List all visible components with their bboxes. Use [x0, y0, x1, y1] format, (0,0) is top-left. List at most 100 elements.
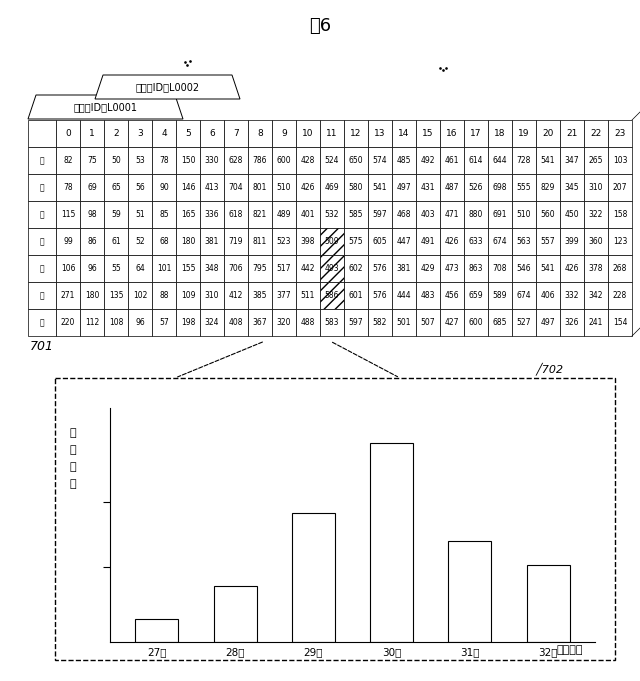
Text: 10: 10: [302, 129, 314, 138]
Bar: [176, 201, 200, 228]
Bar: [28, 120, 56, 147]
Text: 485: 485: [397, 156, 412, 165]
Bar: [584, 309, 608, 336]
Bar: [368, 174, 392, 201]
Text: 605: 605: [372, 237, 387, 246]
Text: 78: 78: [63, 183, 73, 192]
Text: 507: 507: [420, 318, 435, 327]
Bar: [104, 174, 128, 201]
Text: 115: 115: [61, 210, 75, 219]
Text: 728: 728: [517, 156, 531, 165]
Bar: [152, 282, 176, 309]
Text: 557: 557: [541, 237, 556, 246]
Bar: [512, 147, 536, 174]
Text: 546: 546: [516, 264, 531, 273]
Bar: [488, 282, 512, 309]
Text: 330: 330: [205, 156, 220, 165]
Bar: [152, 147, 176, 174]
Bar: [320, 120, 344, 147]
Text: 719: 719: [228, 237, 243, 246]
Bar: [320, 201, 344, 228]
Text: 585: 585: [349, 210, 364, 219]
Bar: [368, 120, 392, 147]
Text: 90: 90: [159, 183, 169, 192]
Bar: [80, 309, 104, 336]
Text: 580: 580: [349, 183, 364, 192]
Bar: [272, 201, 296, 228]
Bar: [440, 282, 464, 309]
Text: 381: 381: [397, 264, 411, 273]
Bar: [248, 255, 272, 282]
Text: 59: 59: [111, 210, 121, 219]
Bar: [152, 228, 176, 255]
Text: 488: 488: [301, 318, 315, 327]
Text: リンクID＝L0001: リンクID＝L0001: [74, 102, 138, 112]
Text: 659: 659: [468, 291, 483, 300]
Text: 576: 576: [372, 264, 387, 273]
Bar: [128, 120, 152, 147]
Text: 土: 土: [40, 291, 44, 300]
Text: 96: 96: [135, 318, 145, 327]
Text: 880: 880: [469, 210, 483, 219]
Text: 483: 483: [420, 291, 435, 300]
Bar: [416, 228, 440, 255]
Bar: [128, 255, 152, 282]
Text: 633: 633: [468, 237, 483, 246]
Text: 旅行時間: 旅行時間: [557, 645, 583, 655]
Text: 408: 408: [228, 318, 243, 327]
Bar: [128, 147, 152, 174]
Text: 日: 日: [40, 318, 44, 327]
Text: 108: 108: [109, 318, 123, 327]
Text: 図6: 図6: [309, 17, 331, 35]
Bar: [152, 201, 176, 228]
Text: 322: 322: [589, 210, 603, 219]
Bar: [200, 282, 224, 309]
Bar: [344, 201, 368, 228]
Bar: [320, 255, 344, 282]
Bar: [368, 309, 392, 336]
Bar: [152, 309, 176, 336]
Text: 65: 65: [111, 183, 121, 192]
Bar: [28, 309, 56, 336]
Text: 589: 589: [493, 291, 508, 300]
Bar: [440, 120, 464, 147]
Text: 491: 491: [420, 237, 435, 246]
Text: 576: 576: [372, 291, 387, 300]
Bar: [104, 228, 128, 255]
Bar: [368, 201, 392, 228]
Text: 360: 360: [589, 237, 604, 246]
Text: 447: 447: [397, 237, 412, 246]
Text: タ: タ: [70, 462, 76, 472]
Bar: [104, 201, 128, 228]
Bar: [128, 228, 152, 255]
Bar: [272, 255, 296, 282]
Bar: [248, 309, 272, 336]
Bar: [488, 201, 512, 228]
Bar: [320, 147, 344, 174]
Text: 326: 326: [564, 318, 579, 327]
Bar: [560, 120, 584, 147]
Text: 426: 426: [301, 183, 316, 192]
Bar: [56, 120, 80, 147]
Bar: [224, 228, 248, 255]
Text: 数: 数: [70, 479, 76, 489]
Text: 493: 493: [324, 264, 339, 273]
Text: 582: 582: [373, 318, 387, 327]
Bar: [392, 309, 416, 336]
Text: 517: 517: [276, 264, 291, 273]
Text: 426: 426: [445, 237, 460, 246]
Bar: [28, 282, 56, 309]
Text: 123: 123: [613, 237, 627, 246]
Text: 271: 271: [61, 291, 75, 300]
Bar: [464, 282, 488, 309]
Text: 541: 541: [541, 264, 556, 273]
Text: 628: 628: [229, 156, 243, 165]
Text: 601: 601: [349, 291, 364, 300]
Bar: [152, 174, 176, 201]
Bar: [584, 282, 608, 309]
Text: 399: 399: [564, 237, 579, 246]
Bar: [56, 201, 80, 228]
Bar: [536, 174, 560, 201]
Bar: [224, 201, 248, 228]
Bar: [200, 147, 224, 174]
